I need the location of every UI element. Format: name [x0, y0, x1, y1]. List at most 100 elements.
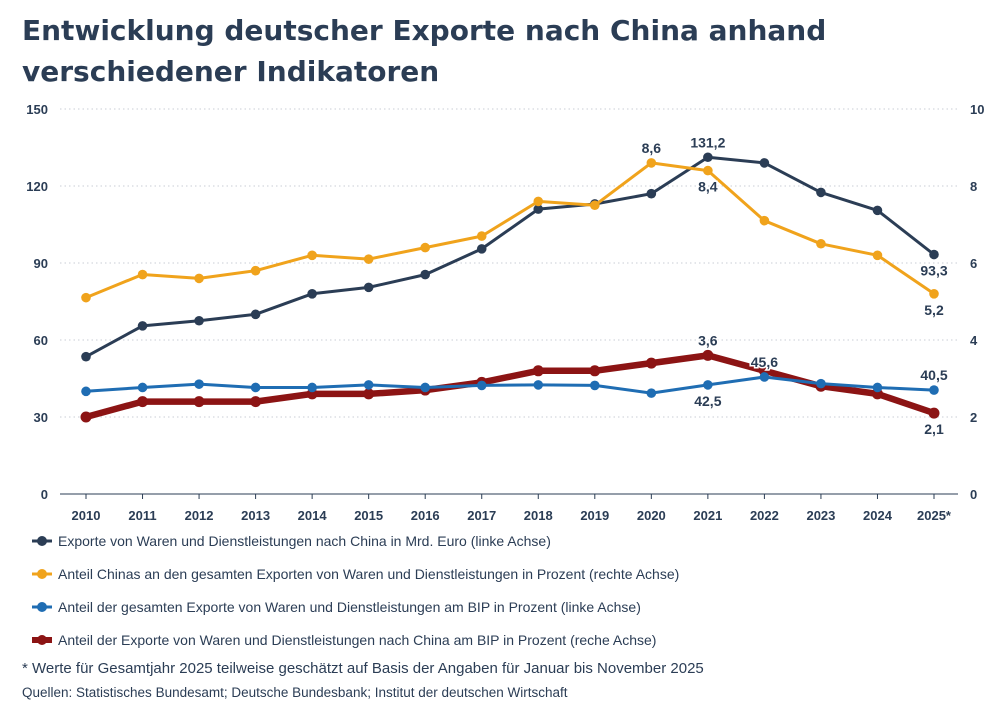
data-point: [646, 188, 657, 199]
y-left-tick-label: 0: [41, 487, 48, 502]
data-point: [476, 231, 487, 241]
data-point: [703, 165, 713, 176]
y-right-tick-label: 8: [970, 179, 977, 194]
series-line-3: [84, 375, 936, 395]
legend-item-4: Anteil der Exporte von Waren und Dienstl…: [32, 629, 656, 651]
data-point: [703, 380, 713, 390]
data-point: [81, 351, 91, 362]
x-tick-label: 2015: [354, 508, 383, 523]
chart-title-line-1: Entwicklung deutscher Exporte nach China…: [22, 14, 827, 47]
data-label: 2,1: [924, 421, 944, 437]
x-tick-label: 2020: [637, 508, 666, 523]
data-point: [816, 378, 826, 389]
data-point: [533, 196, 544, 207]
data-point: [759, 215, 770, 226]
data-point: [929, 289, 939, 299]
y-left-tick-label: 60: [34, 333, 48, 348]
x-tick-label: 2014: [298, 508, 328, 523]
data-label: 131,2: [690, 134, 725, 150]
legend-marker: [32, 568, 52, 580]
y-left-tick-label: 90: [34, 256, 48, 271]
data-point: [590, 200, 600, 211]
data-point: [137, 321, 148, 331]
y-right-tick-label: 6: [970, 256, 977, 271]
legend-item-3: Anteil der gesamten Exporte von Waren un…: [32, 596, 641, 618]
data-point: [80, 411, 92, 423]
data-point: [137, 269, 148, 280]
data-point: [81, 386, 91, 397]
data-point: [137, 382, 148, 393]
legend-item-2: Anteil Chinas an den gesamten Exporten v…: [32, 563, 679, 585]
data-point: [363, 388, 375, 400]
data-point: [646, 158, 657, 168]
legend-label: Anteil der gesamten Exporte von Waren un…: [58, 599, 641, 615]
legend-marker: [32, 535, 52, 547]
data-label: 8,6: [642, 140, 662, 156]
data-point: [476, 244, 487, 254]
data-point: [420, 242, 431, 253]
y-left-tick-label: 150: [26, 102, 48, 117]
data-point: [872, 205, 883, 216]
data-point: [307, 382, 317, 393]
x-tick-label: 2010: [72, 508, 101, 523]
data-point: [645, 357, 657, 369]
data-point: [194, 273, 204, 284]
data-label: 3,6: [698, 332, 718, 348]
data-point: [476, 380, 487, 391]
x-tick-label: 2017: [467, 508, 496, 523]
x-tick-label: 2022: [750, 508, 779, 523]
line-chart: 0 30 60 90 120 150 0 2 4 6 8 10 2010 2011 2012 2013 2014…: [26, 102, 984, 523]
x-tick-label: 2021: [693, 508, 722, 523]
y-right-tick-label: 10: [970, 102, 984, 117]
data-point: [250, 309, 261, 320]
legend-item-1: Exporte von Waren und Dienstleistungen n…: [32, 530, 551, 552]
data-point: [533, 204, 544, 214]
data-point: [363, 282, 374, 293]
data-point: [250, 382, 261, 393]
legend-marker: [32, 601, 52, 613]
data-point: [420, 269, 431, 280]
data-label: 45,6: [751, 354, 778, 370]
y-right-tick-label: 4: [970, 333, 978, 348]
y-right-tick-label: 0: [970, 487, 977, 502]
data-point: [816, 238, 826, 249]
y-left-tick-label: 30: [34, 410, 48, 425]
x-tick-label: 2016: [411, 508, 440, 523]
x-tick-label: 2013: [241, 508, 270, 523]
y-right-tick-label: 2: [970, 410, 977, 425]
series-line-2: [84, 161, 936, 300]
data-point: [193, 396, 205, 408]
data-label: 40,5: [920, 367, 947, 383]
x-tick-label: 2024: [863, 508, 893, 523]
legend-label: Anteil Chinas an den gesamten Exporten v…: [58, 566, 680, 582]
data-point: [533, 380, 544, 390]
data-point: [194, 379, 204, 389]
data-point: [532, 365, 544, 377]
x-tick-label: 2018: [524, 508, 553, 523]
data-point: [929, 249, 939, 260]
data-label: 5,2: [924, 302, 944, 318]
data-point: [928, 407, 940, 419]
data-label: 93,3: [920, 263, 947, 279]
data-point: [194, 315, 204, 326]
x-tick-label: 2019: [580, 508, 609, 523]
data-point: [702, 349, 714, 361]
legend-label: Exporte von Waren und Dienstleistungen n…: [58, 533, 551, 549]
data-point: [420, 382, 431, 393]
data-point: [759, 158, 770, 168]
x-tick-label: 2012: [185, 508, 214, 523]
x-tick-label: 2025*: [917, 508, 952, 523]
y-left-tick-label: 120: [26, 179, 48, 194]
data-point: [872, 382, 883, 393]
data-point: [307, 289, 317, 299]
footnote: * Werte für Gesamtjahr 2025 teilweise ge…: [22, 660, 704, 677]
data-point: [872, 250, 883, 261]
sources-note: Quellen: Statistisches Bundesamt; Deutsc…: [22, 685, 568, 700]
legend-marker: [32, 634, 52, 646]
data-point: [590, 380, 600, 391]
chart-title: Entwicklung deutscher Exporte nach China…: [22, 10, 922, 92]
x-tick-label: 2023: [806, 508, 835, 523]
data-point: [250, 396, 262, 408]
x-tick-label: 2011: [128, 508, 156, 523]
data-point: [250, 265, 261, 276]
